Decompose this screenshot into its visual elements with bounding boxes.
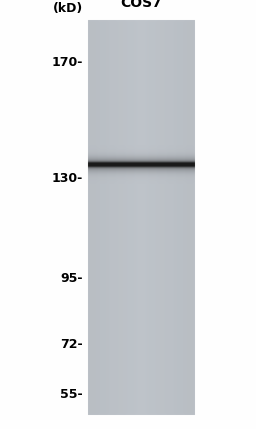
Text: 72-: 72- — [60, 338, 83, 351]
Text: 55-: 55- — [60, 387, 83, 401]
Text: COS7: COS7 — [121, 0, 162, 10]
Text: 95-: 95- — [60, 272, 83, 286]
Text: 130-: 130- — [52, 172, 83, 184]
Text: (kD): (kD) — [53, 2, 83, 15]
Text: 170-: 170- — [52, 57, 83, 69]
